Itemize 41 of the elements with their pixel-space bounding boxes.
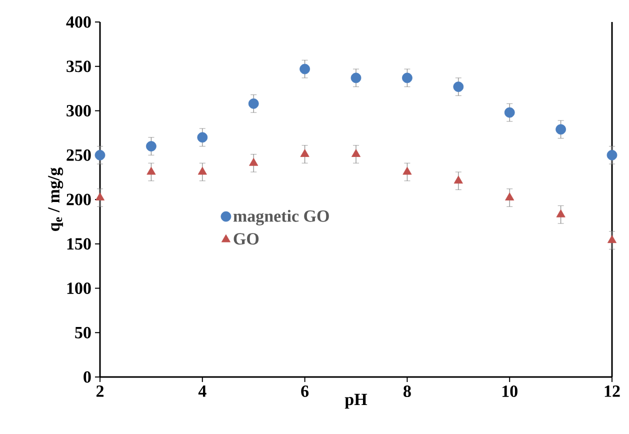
point bbox=[197, 132, 208, 143]
point bbox=[607, 235, 617, 244]
point bbox=[94, 150, 106, 160]
x-tick-label: 8 bbox=[404, 386, 411, 398]
point bbox=[146, 141, 156, 152]
x-tick-label: 12 bbox=[604, 386, 620, 397]
point bbox=[453, 82, 464, 92]
y-tick-label: 200 bbox=[66, 194, 91, 206]
point bbox=[146, 166, 156, 175]
y-tick-label: 400 bbox=[66, 16, 91, 28]
legend-label: magnetic GO bbox=[233, 210, 329, 226]
x-tick-label: 10 bbox=[502, 386, 518, 398]
point bbox=[351, 149, 361, 157]
x-tick-label: 4 bbox=[198, 386, 206, 397]
y-tick-label: 0 bbox=[84, 371, 91, 383]
y-tick-label: 100 bbox=[67, 282, 91, 294]
x-tick-label: 6 bbox=[301, 386, 309, 397]
point bbox=[504, 107, 515, 118]
point bbox=[95, 192, 105, 200]
legend-label: GO bbox=[234, 233, 259, 245]
point bbox=[556, 124, 566, 135]
y-axis-title: q$_{e}$ / mg/g bbox=[48, 168, 64, 231]
point bbox=[606, 150, 618, 160]
y-tick-label: 150 bbox=[67, 238, 91, 250]
point bbox=[248, 98, 259, 109]
y-tick-label: 300 bbox=[66, 105, 91, 116]
x-axis-title: pH bbox=[344, 394, 368, 409]
point bbox=[505, 192, 514, 200]
point bbox=[402, 166, 412, 175]
x-tick-label: 2 bbox=[96, 386, 104, 397]
y-tick-label: 250 bbox=[66, 149, 91, 161]
y-tick-label: 350 bbox=[66, 60, 91, 72]
point bbox=[249, 158, 258, 166]
point bbox=[350, 72, 362, 84]
point bbox=[198, 166, 207, 175]
point bbox=[454, 176, 463, 184]
point bbox=[402, 72, 412, 84]
point bbox=[556, 209, 566, 218]
point bbox=[300, 149, 310, 157]
point bbox=[300, 64, 310, 74]
y-tick-label: 50 bbox=[75, 326, 91, 338]
